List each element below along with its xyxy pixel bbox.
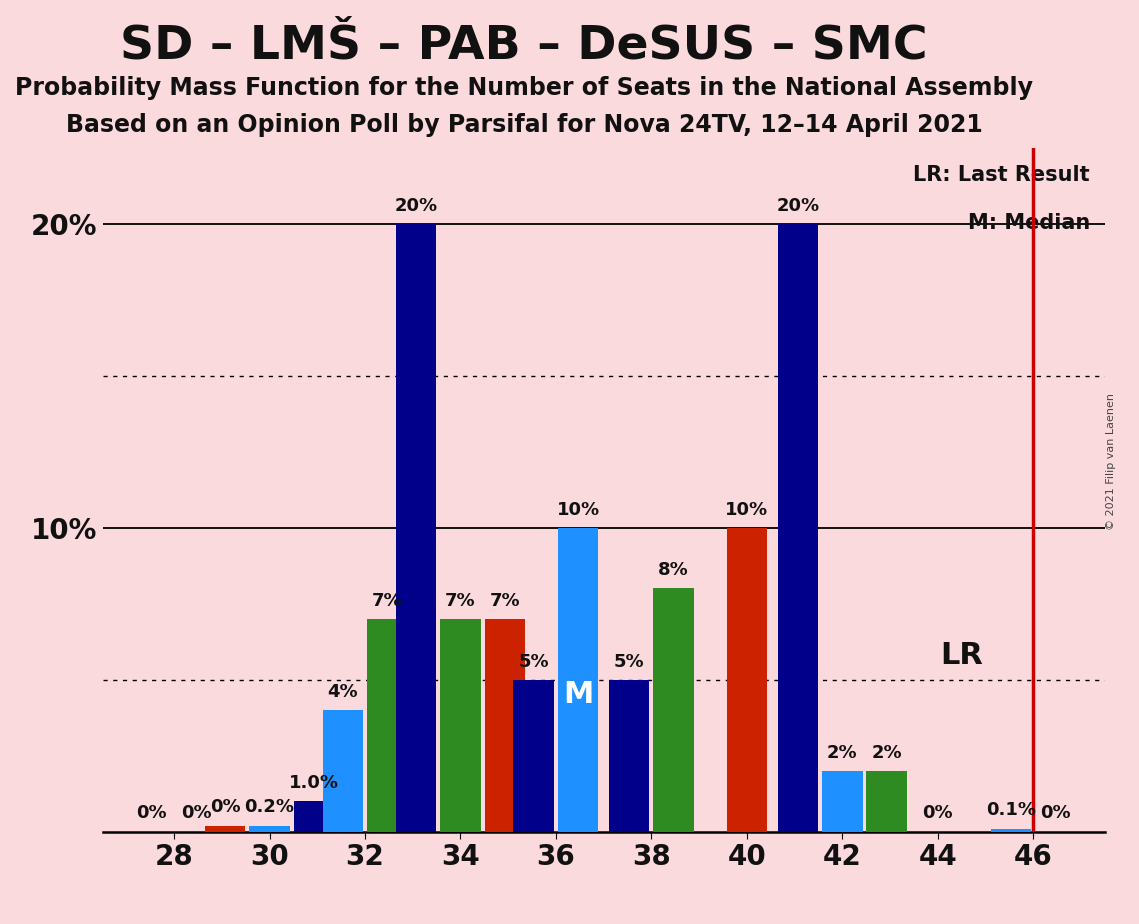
Bar: [514, 680, 554, 832]
Text: 0%: 0%: [210, 798, 240, 817]
Bar: [609, 680, 649, 832]
Bar: [484, 619, 525, 832]
Bar: [205, 825, 246, 832]
Text: Based on an Opinion Poll by Parsifal for Nova 24TV, 12–14 April 2021: Based on an Opinion Poll by Parsifal for…: [66, 113, 982, 137]
Bar: [991, 829, 1031, 832]
Bar: [294, 801, 334, 832]
Text: 2%: 2%: [871, 744, 902, 761]
Bar: [558, 528, 598, 832]
Text: 2%: 2%: [827, 744, 858, 761]
Text: LR: Last Result: LR: Last Result: [913, 165, 1090, 185]
Bar: [654, 589, 694, 832]
Text: 7%: 7%: [490, 591, 521, 610]
Bar: [727, 528, 768, 832]
Bar: [822, 771, 862, 832]
Text: 5%: 5%: [518, 652, 549, 671]
Text: M: M: [563, 680, 593, 710]
Text: LR: LR: [940, 641, 983, 670]
Text: 4%: 4%: [328, 683, 358, 701]
Text: 20%: 20%: [394, 197, 437, 214]
Text: 7%: 7%: [445, 591, 476, 610]
Bar: [867, 771, 907, 832]
Text: 5%: 5%: [614, 652, 645, 671]
Text: 8%: 8%: [658, 562, 689, 579]
Text: SD – LMŠ – PAB – DeSUS – SMC: SD – LMŠ – PAB – DeSUS – SMC: [120, 23, 928, 68]
Text: 0%: 0%: [181, 805, 212, 822]
Text: 0%: 0%: [137, 805, 167, 822]
Bar: [396, 224, 436, 832]
Text: 10%: 10%: [557, 501, 600, 518]
Text: 0.1%: 0.1%: [986, 801, 1036, 820]
Bar: [778, 224, 818, 832]
Text: 0%: 0%: [923, 805, 953, 822]
Text: 20%: 20%: [777, 197, 819, 214]
Bar: [249, 825, 289, 832]
Text: Probability Mass Function for the Number of Seats in the National Assembly: Probability Mass Function for the Number…: [15, 76, 1033, 100]
Bar: [440, 619, 481, 832]
Text: 1.0%: 1.0%: [289, 774, 339, 792]
Text: © 2021 Filip van Laenen: © 2021 Filip van Laenen: [1106, 394, 1115, 530]
Text: 10%: 10%: [726, 501, 769, 518]
Text: M: Median: M: Median: [967, 213, 1090, 233]
Bar: [367, 619, 408, 832]
Text: 7%: 7%: [372, 591, 402, 610]
Bar: [322, 710, 363, 832]
Text: 0.2%: 0.2%: [245, 798, 295, 817]
Text: 0%: 0%: [1040, 805, 1071, 822]
